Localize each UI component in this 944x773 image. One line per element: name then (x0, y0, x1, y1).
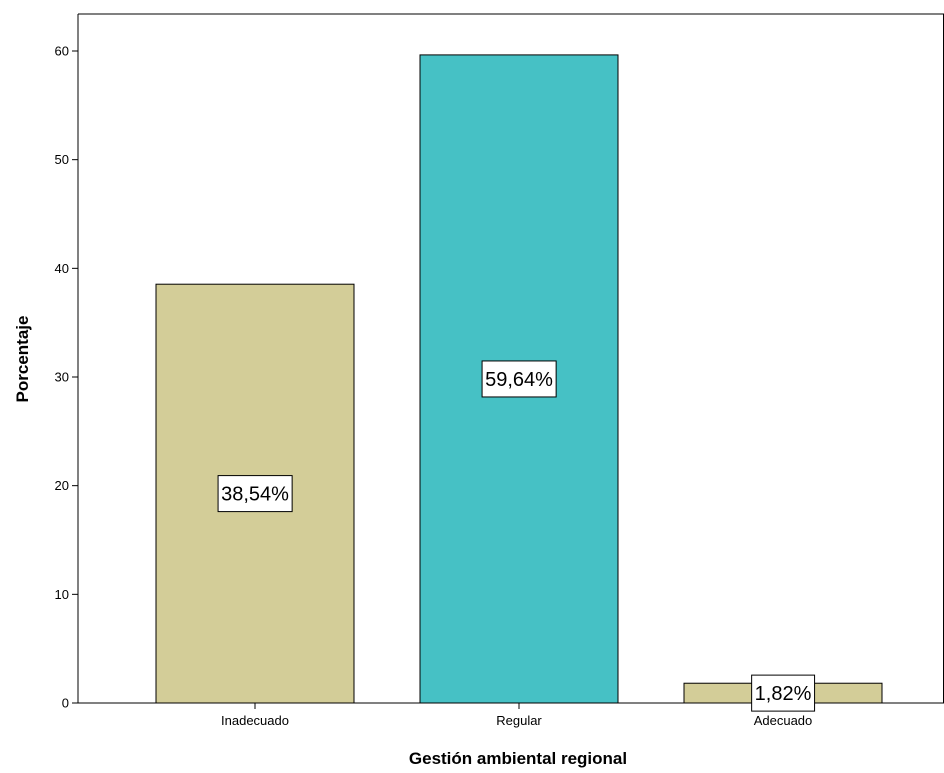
y-tick-label: 10 (55, 587, 69, 602)
y-tick-label: 0 (62, 696, 69, 711)
data-label-box (217, 475, 293, 513)
y-axis: 0 10 20 30 40 50 60 (55, 44, 78, 711)
data-label-text: 59,64% (485, 369, 553, 391)
data-labels-layer: 38,54% 59,64% 1,82% (217, 360, 816, 712)
y-tick-label: 50 (55, 152, 69, 167)
data-label-box (481, 360, 557, 398)
y-tick-label: 40 (55, 261, 69, 276)
data-label-text: 1,82% (755, 683, 812, 705)
x-tick-label: Adecuado (754, 713, 813, 728)
x-tick-label: Inadecuado (221, 713, 289, 728)
data-label-text: 38,54% (221, 484, 289, 506)
x-axis: Inadecuado Regular Adecuado (78, 702, 944, 728)
data-label: 59,64% (481, 360, 557, 398)
x-axis-title: Gestión ambiental regional (409, 749, 627, 768)
data-label: 1,82% (751, 674, 816, 712)
y-tick-label: 20 (55, 478, 69, 493)
y-axis-title: Porcentaje (13, 316, 32, 403)
data-label-box (751, 674, 816, 712)
y-tick-label: 60 (55, 44, 69, 59)
y-tick-label: 30 (55, 370, 69, 385)
data-label: 38,54% (217, 475, 293, 513)
x-tick-label: Regular (496, 713, 542, 728)
